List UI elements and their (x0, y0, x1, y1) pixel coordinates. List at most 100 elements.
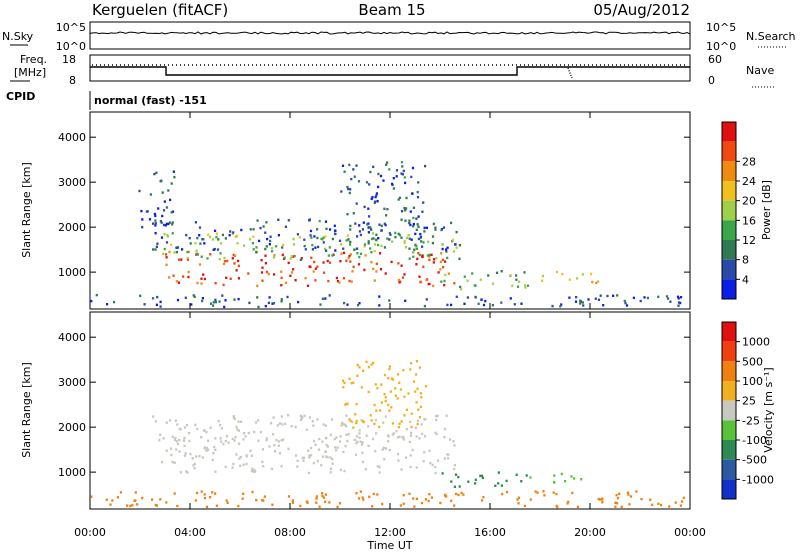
data-cell (417, 215, 420, 218)
noise-right-tick-bottom: 10^0 (706, 40, 736, 53)
data-cell (247, 431, 250, 435)
data-cell (333, 437, 336, 441)
data-cell (375, 270, 378, 273)
data-cell (529, 476, 532, 479)
data-cell (403, 414, 406, 417)
data-cell (415, 435, 418, 438)
colorbar-tick-label: -25 (742, 414, 760, 427)
data-cell (194, 499, 197, 502)
data-cell (198, 263, 202, 266)
data-cell (624, 301, 627, 305)
data-cell (248, 301, 251, 305)
data-cell (211, 238, 214, 241)
data-cell (446, 256, 449, 260)
data-cell (405, 207, 408, 210)
data-cell (590, 272, 593, 276)
data-cell (401, 173, 404, 176)
data-cell (226, 501, 229, 504)
data-cell (484, 299, 487, 303)
data-cell (280, 270, 283, 273)
power-cells (90, 161, 683, 309)
nave-blip (567, 67, 573, 79)
data-cell (270, 422, 273, 425)
data-cell (375, 432, 378, 435)
data-cell (382, 421, 385, 424)
data-cell (223, 256, 226, 260)
data-cell (186, 258, 189, 261)
data-cell (400, 172, 403, 175)
data-cell (265, 439, 268, 442)
data-cell (395, 169, 399, 172)
data-cell (368, 183, 371, 186)
data-cell (205, 430, 208, 434)
colorbar-segment (722, 161, 736, 181)
data-cell (178, 438, 181, 442)
data-cell (109, 503, 112, 506)
data-cell (322, 236, 325, 239)
data-cell (523, 284, 527, 287)
data-cell (497, 471, 500, 474)
colorbar-segment (722, 322, 736, 342)
data-cell (479, 474, 482, 478)
data-cell (163, 200, 166, 203)
data-cell (372, 237, 375, 240)
data-cell (415, 217, 418, 220)
data-cell (420, 423, 423, 426)
data-cell (159, 305, 162, 308)
data-cell (360, 443, 363, 446)
data-cell (397, 459, 400, 462)
data-cell (388, 448, 391, 452)
data-cell (165, 449, 168, 452)
data-cell (458, 244, 461, 247)
data-cell (334, 249, 337, 252)
data-cell (417, 237, 420, 241)
data-cell (434, 228, 437, 231)
data-cell (231, 437, 234, 441)
data-cell (444, 493, 447, 497)
data-cell (408, 440, 411, 444)
data-cell (253, 468, 256, 472)
data-cell (189, 452, 192, 456)
data-cell (262, 465, 265, 468)
data-cell (439, 268, 442, 271)
data-cell (186, 471, 189, 474)
data-cell (173, 251, 176, 254)
data-cell (196, 427, 199, 431)
data-cell (338, 440, 342, 443)
data-cell (219, 423, 222, 427)
data-cell (518, 280, 521, 283)
data-cell (378, 471, 381, 474)
data-cell (412, 206, 416, 209)
data-cell (463, 275, 466, 278)
data-cell (361, 496, 364, 499)
data-cell (272, 416, 275, 419)
data-cell (257, 439, 260, 442)
data-cell (442, 266, 445, 269)
data-cell (388, 409, 391, 412)
data-cell (345, 425, 348, 428)
data-cell (273, 450, 277, 453)
data-cell (467, 480, 470, 483)
data-cell (202, 273, 205, 276)
y-tick-label: 4000 (58, 331, 86, 344)
data-cell (215, 236, 218, 239)
data-cell (509, 274, 512, 277)
data-cell (412, 255, 415, 258)
data-cell (112, 300, 116, 304)
data-cell (167, 222, 170, 226)
data-cell (203, 242, 206, 245)
data-cell (418, 366, 421, 369)
data-cell (410, 238, 413, 241)
data-cell (324, 424, 327, 427)
data-cell (606, 294, 609, 298)
data-cell (397, 232, 400, 236)
data-cell (257, 305, 260, 309)
data-cell (415, 247, 418, 250)
data-cell (342, 247, 345, 250)
data-cell (249, 238, 252, 241)
data-cell (232, 253, 235, 257)
data-cell (310, 236, 313, 239)
data-cell (187, 432, 191, 435)
data-cell (190, 303, 193, 306)
data-cell (451, 238, 455, 242)
